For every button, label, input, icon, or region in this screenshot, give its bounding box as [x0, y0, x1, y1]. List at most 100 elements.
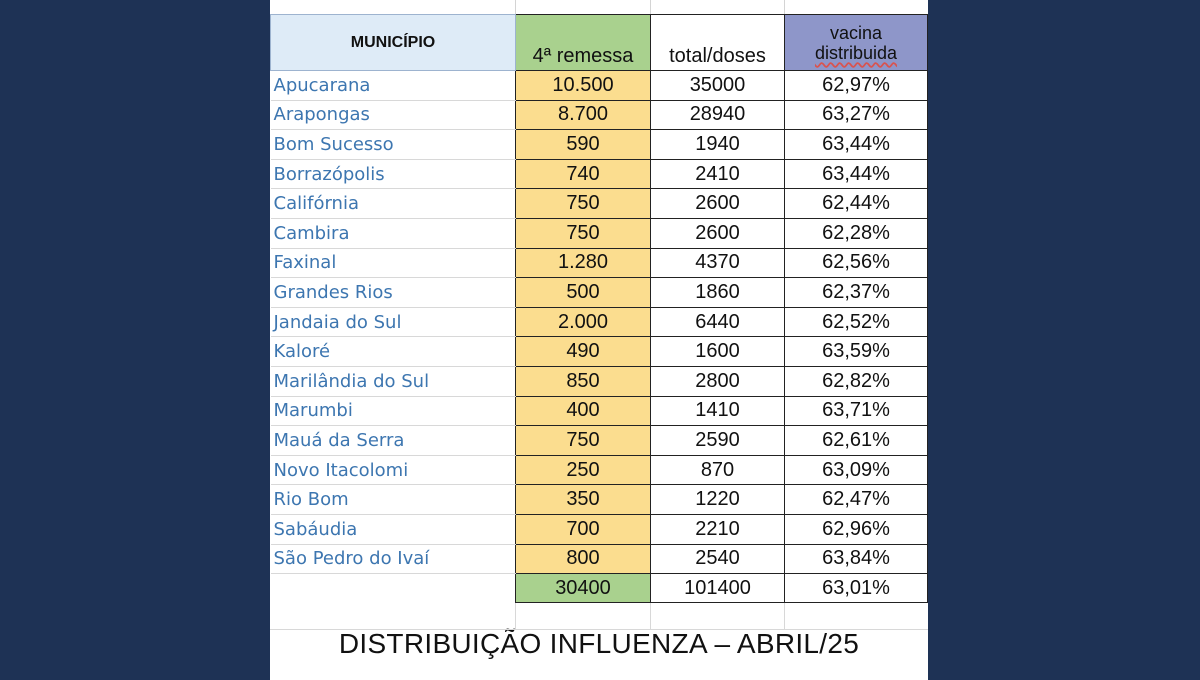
municipio-cell: Arapongas — [270, 100, 516, 131]
municipio-cell: Jandaia do Sul — [270, 307, 516, 338]
table-row: Sabáudia 700 2210 62,96% — [270, 513, 928, 545]
municipio-cell: Califórnia — [270, 188, 516, 219]
gridline — [515, 603, 516, 629]
header-municipio: MUNICÍPIO — [270, 14, 516, 71]
totals-blank-cell — [270, 573, 516, 603]
vacina-distribuida-cell: 62,96% — [784, 513, 928, 545]
vacina-distribuida-cell: 62,44% — [784, 188, 928, 219]
gridline — [784, 0, 785, 14]
gridline — [650, 603, 651, 629]
header-vacina-line1: vacina — [829, 22, 883, 43]
municipio-cell: Marilândia do Sul — [270, 366, 516, 397]
table-row: Mauá da Serra 750 2590 62,61% — [270, 425, 928, 456]
vacina-distribuida-cell: 62,28% — [784, 217, 928, 249]
totals-remessa-cell: 30400 — [515, 573, 651, 604]
municipio-cell: Bom Sucesso — [270, 129, 516, 160]
vacina-distribuida-cell: 63,44% — [784, 158, 928, 190]
table-row: Califórnia 750 2600 62,44% — [270, 188, 928, 219]
table-row: Kaloré 490 1600 63,59% — [270, 336, 928, 367]
municipio-cell: São Pedro do Ivaí — [270, 544, 516, 575]
header-total-doses: total/doses — [650, 14, 785, 71]
municipio-cell: Cambira — [270, 218, 516, 249]
table-row: Novo Itacolomi 250 870 63,09% — [270, 454, 928, 486]
total-doses-cell: 1940 — [650, 129, 785, 160]
remessa-cell: 250 — [515, 454, 651, 486]
vaccine-distribution-table: MUNICÍPIO 4ª remessa total/doses vacina … — [270, 14, 928, 604]
total-doses-cell: 4370 — [650, 247, 785, 279]
total-doses-cell: 2210 — [650, 513, 785, 545]
remessa-cell: 1.280 — [515, 247, 651, 279]
totals-doses-cell: 101400 — [650, 573, 785, 604]
remessa-cell: 8.700 — [515, 99, 651, 131]
total-doses-cell: 1410 — [650, 395, 785, 427]
total-doses-cell: 28940 — [650, 99, 785, 131]
vacina-distribuida-cell: 62,61% — [784, 425, 928, 456]
gridline — [270, 629, 928, 630]
total-doses-cell: 35000 — [650, 70, 785, 101]
table-row: Grandes Rios 500 1860 62,37% — [270, 277, 928, 308]
gridline — [515, 0, 516, 14]
totals-row: 30400 101400 63,01% — [270, 573, 928, 604]
remessa-cell: 800 — [515, 543, 651, 575]
table-row: Marumbi 400 1410 63,71% — [270, 395, 928, 427]
total-doses-cell: 2600 — [650, 217, 785, 249]
municipio-cell: Grandes Rios — [270, 277, 516, 308]
total-doses-cell: 6440 — [650, 306, 785, 338]
remessa-cell: 740 — [515, 158, 651, 190]
gridline — [784, 603, 785, 629]
municipio-cell: Rio Bom — [270, 484, 516, 515]
vacina-distribuida-cell: 63,44% — [784, 129, 928, 160]
table-row: Borrazópolis 740 2410 63,44% — [270, 158, 928, 190]
table-row: São Pedro do Ivaí 800 2540 63,84% — [270, 543, 928, 575]
municipio-cell: Faxinal — [270, 248, 516, 279]
municipio-cell: Marumbi — [270, 396, 516, 427]
total-doses-cell: 1220 — [650, 484, 785, 515]
remessa-cell: 500 — [515, 277, 651, 308]
header-remessa: 4ª remessa — [515, 14, 651, 71]
total-doses-cell: 2600 — [650, 188, 785, 219]
vacina-distribuida-cell: 62,47% — [784, 484, 928, 515]
vacina-distribuida-cell: 63,09% — [784, 454, 928, 486]
table-row: Apucarana 10.500 35000 62,97% — [270, 70, 928, 101]
total-doses-cell: 1600 — [650, 336, 785, 367]
remessa-cell: 400 — [515, 395, 651, 427]
table-row: Rio Bom 350 1220 62,47% — [270, 484, 928, 515]
vacina-distribuida-cell: 62,82% — [784, 365, 928, 397]
municipio-cell: Novo Itacolomi — [270, 455, 516, 486]
total-doses-cell: 2590 — [650, 425, 785, 456]
vacina-distribuida-cell: 63,27% — [784, 99, 928, 131]
table-row: Faxinal 1.280 4370 62,56% — [270, 247, 928, 279]
table-row: Arapongas 8.700 28940 63,27% — [270, 99, 928, 131]
table-row: Jandaia do Sul 2.000 6440 62,52% — [270, 306, 928, 338]
header-vacina-line2: distribuida — [814, 42, 898, 63]
totals-pct-cell: 63,01% — [784, 573, 928, 604]
table-row: Bom Sucesso 590 1940 63,44% — [270, 129, 928, 160]
vacina-distribuida-cell: 62,97% — [784, 70, 928, 101]
table-row: Marilândia do Sul 850 2800 62,82% — [270, 365, 928, 397]
top-gridline-strip — [270, 0, 928, 15]
municipio-cell: Kaloré — [270, 336, 516, 367]
municipio-cell: Mauá da Serra — [270, 425, 516, 456]
remessa-cell: 10.500 — [515, 70, 651, 101]
header-vacina-distribuida: vacina distribuida — [784, 14, 928, 71]
vacina-distribuida-cell: 62,52% — [784, 306, 928, 338]
footer-title: DISTRIBUIÇÃO INFLUENZA – ABRIL/25 — [338, 628, 860, 659]
remessa-cell: 350 — [515, 484, 651, 515]
remessa-cell: 750 — [515, 188, 651, 219]
total-doses-cell: 2410 — [650, 158, 785, 190]
vacina-distribuida-cell: 62,37% — [784, 277, 928, 308]
gridline — [650, 0, 651, 14]
table-row: Cambira 750 2600 62,28% — [270, 217, 928, 249]
remessa-cell: 850 — [515, 365, 651, 397]
header-row: MUNICÍPIO 4ª remessa total/doses vacina … — [270, 14, 928, 71]
municipio-cell: Apucarana — [270, 70, 516, 101]
remessa-cell: 700 — [515, 513, 651, 545]
vacina-distribuida-cell: 63,71% — [784, 395, 928, 427]
total-doses-cell: 870 — [650, 454, 785, 486]
remessa-cell: 590 — [515, 129, 651, 160]
total-doses-cell: 2540 — [650, 543, 785, 575]
vacina-distribuida-cell: 63,59% — [784, 336, 928, 367]
remessa-cell: 750 — [515, 425, 651, 456]
municipio-cell: Sabáudia — [270, 514, 516, 545]
spreadsheet-sheet: MUNICÍPIO 4ª remessa total/doses vacina … — [270, 0, 928, 680]
